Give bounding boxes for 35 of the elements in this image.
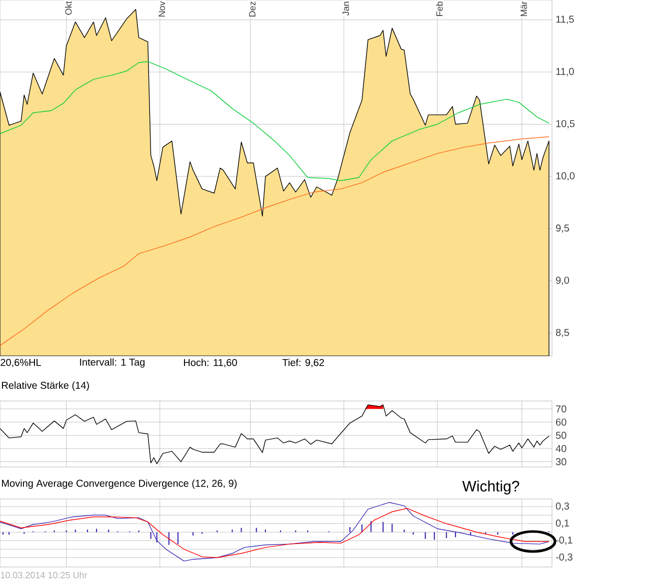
y-tick-label: -0,3 (556, 554, 572, 562)
text: Hoch: 11,60 (184, 358, 237, 368)
x-tick-label: Mär (520, 1, 527, 16)
text: 20,6%HL (0, 358, 42, 368)
y-tick-label: 0,3 (556, 502, 570, 511)
y-tick-label: 11,0 (556, 68, 574, 76)
line-series (0, 404, 550, 464)
y-tick-label: 50 (556, 432, 566, 439)
text: 10.03.2014 10:25 Uhr (0, 572, 88, 578)
text: Tief: 9,62 (282, 358, 324, 368)
text: Intervall: 1 Tag (80, 358, 145, 368)
y-tick-label: 70 (556, 405, 566, 412)
text: Wichtig? (462, 480, 520, 494)
line-series (0, 61, 550, 181)
chart-title: Moving Average Convergence Divergence (12, 26, 9) (2, 479, 237, 489)
y-tick-label: 40 (556, 444, 566, 452)
x-tick-label: Okt (65, 1, 72, 15)
y-tick-label: 10,0 (556, 172, 575, 181)
y-tick-label: 9,0 (556, 276, 570, 285)
line-series (0, 508, 550, 558)
x-tick-label: Nov (158, 1, 166, 16)
x-tick-label: Jan (342, 2, 350, 16)
y-tick-label: 9,5 (556, 224, 570, 233)
y-tick-label: -0,1 (556, 536, 572, 545)
chart-title: Relative Stärke (14) (2, 381, 89, 391)
y-tick-label: 60 (556, 418, 566, 426)
y-tick-label: 8,5 (556, 328, 570, 338)
y-tick-label: 0,1 (556, 520, 569, 528)
x-tick-label: Feb (436, 2, 443, 16)
x-tick-label: Dez (249, 2, 256, 16)
line-series (0, 502, 550, 562)
y-tick-label: 10,5 (556, 120, 575, 128)
y-tick-label: 30 (556, 458, 566, 466)
y-tick-label: 11,5 (556, 16, 574, 24)
line-series (0, 136, 550, 346)
